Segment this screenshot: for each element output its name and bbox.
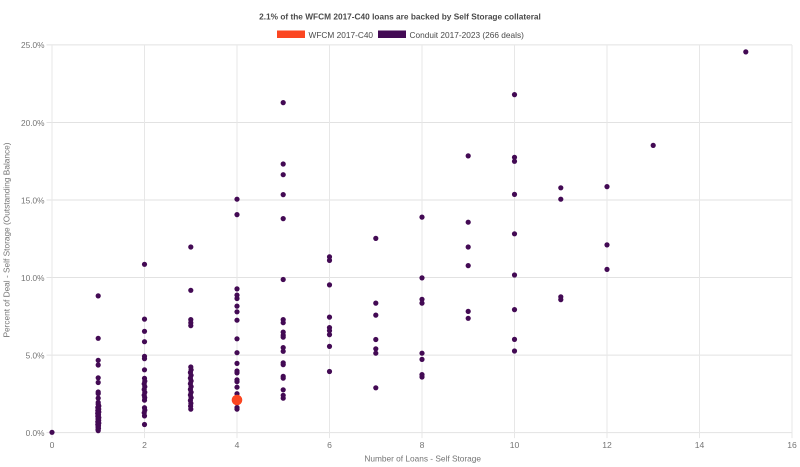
svg-text:0.0%: 0.0% (26, 428, 46, 438)
svg-text:16: 16 (787, 440, 797, 450)
svg-text:2: 2 (142, 440, 147, 450)
svg-text:14: 14 (695, 440, 705, 450)
svg-text:WFCM 2017-C40: WFCM 2017-C40 (309, 30, 374, 40)
svg-text:12: 12 (602, 440, 612, 450)
svg-text:4: 4 (235, 440, 240, 450)
svg-text:2.1% of the WFCM 2017-C40 loan: 2.1% of the WFCM 2017-C40 loans are back… (259, 12, 541, 22)
svg-text:20.0%: 20.0% (21, 118, 45, 128)
svg-text:Number of Loans - Self Storage: Number of Loans - Self Storage (364, 453, 481, 463)
svg-text:Percent of Deal - Self Storage: Percent of Deal - Self Storage (Outstand… (2, 142, 12, 337)
svg-text:0: 0 (50, 440, 55, 450)
svg-text:5.0%: 5.0% (26, 350, 46, 360)
svg-text:8: 8 (420, 440, 425, 450)
svg-text:10: 10 (510, 440, 520, 450)
svg-text:Conduit 2017-2023 (266 deals): Conduit 2017-2023 (266 deals) (410, 30, 525, 40)
svg-text:10.0%: 10.0% (21, 273, 45, 283)
svg-text:6: 6 (327, 440, 332, 450)
svg-text:15.0%: 15.0% (21, 195, 45, 205)
svg-text:25.0%: 25.0% (21, 40, 45, 50)
